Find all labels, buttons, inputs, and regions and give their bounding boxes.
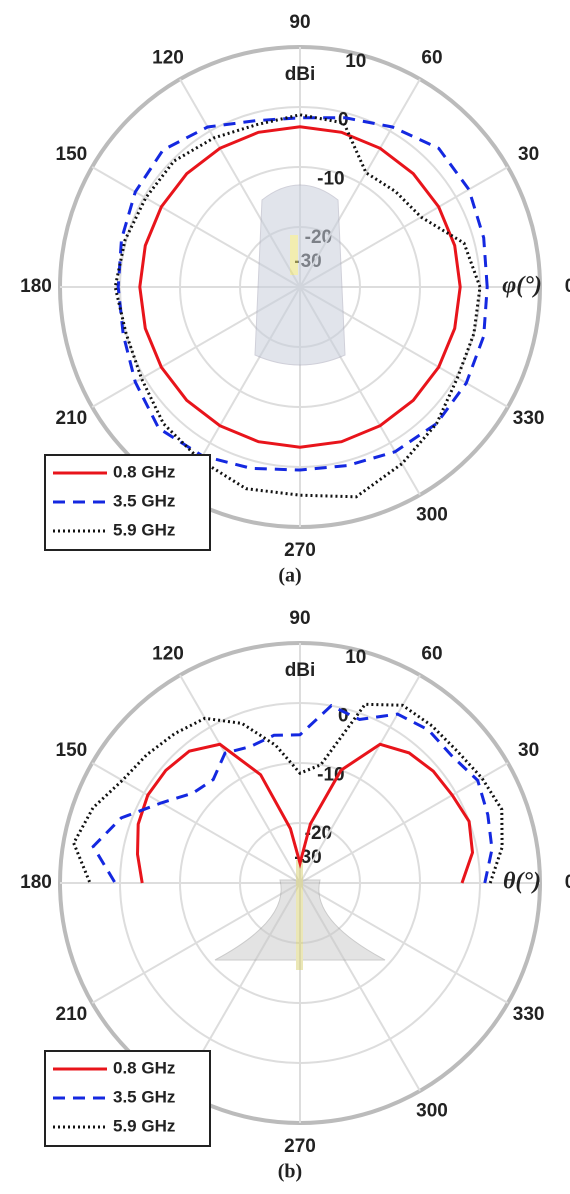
theta-tick-label: 0 (565, 872, 570, 893)
theta-tick-label: 210 (56, 1004, 88, 1025)
page: {"chart_data": [ {"type": "polar", "clos… (0, 0, 570, 1189)
theta-axis-label: θ(°) (503, 869, 541, 895)
theta-tick-label: 90 (289, 608, 310, 629)
theta-tick-label: 180 (20, 872, 52, 893)
r-tick-label: 0 (338, 110, 349, 131)
legend-label: 0.8 GHz (113, 1058, 175, 1077)
theta-tick-label: 210 (56, 408, 88, 429)
antenna-a (255, 185, 345, 365)
antenna-element (296, 860, 303, 970)
legend-label: 5.9 GHz (113, 520, 175, 539)
legend-label: 3.5 GHz (113, 1087, 175, 1106)
theta-tick-label: 60 (421, 47, 442, 68)
r-tick-label: -10 (317, 764, 344, 785)
series-line (93, 706, 492, 883)
theta-tick-label: 300 (416, 505, 448, 526)
caption: (a) (278, 565, 301, 587)
theta-tick-label: 330 (513, 408, 545, 429)
grid-spoke (180, 675, 300, 883)
r-axis-label: dBi (285, 660, 316, 681)
legend-label: 5.9 GHz (113, 1116, 175, 1135)
theta-tick-label: 60 (421, 643, 442, 664)
legend: 0.8 GHz 3.5 GHz 5.9 GHz (45, 1051, 210, 1146)
theta-tick-label: 30 (518, 144, 539, 165)
theta-tick-label: 270 (284, 1136, 316, 1157)
theta-tick-label: 0 (565, 276, 570, 297)
theta-tick-label: 120 (152, 47, 184, 68)
theta-tick-label: 270 (284, 540, 316, 561)
theta-tick-label: 150 (56, 740, 88, 761)
r-tick-label: -10 (317, 168, 344, 189)
chart: -30-20-100100306090120150180210240270300… (0, 0, 570, 1189)
antenna-element (290, 235, 298, 275)
theta-tick-label: 330 (513, 1004, 545, 1025)
theta-tick-label: 150 (56, 144, 88, 165)
r-tick-label: 10 (345, 51, 366, 72)
r-tick-label: 10 (345, 647, 366, 668)
theta-tick-label: 120 (152, 643, 184, 664)
legend-label: 3.5 GHz (113, 491, 175, 510)
legend-label: 0.8 GHz (113, 462, 175, 481)
r-axis-label: dBi (285, 64, 316, 85)
grid-spoke (92, 763, 300, 883)
theta-tick-label: 300 (416, 1101, 448, 1122)
antenna-shape (255, 185, 345, 365)
caption: (b) (278, 1161, 302, 1183)
theta-axis-label: φ(°) (502, 273, 542, 299)
theta-tick-label: 180 (20, 276, 52, 297)
theta-tick-label: 30 (518, 740, 539, 761)
theta-tick-label: 90 (289, 12, 310, 33)
legend: 0.8 GHz 3.5 GHz 5.9 GHz (45, 455, 210, 550)
